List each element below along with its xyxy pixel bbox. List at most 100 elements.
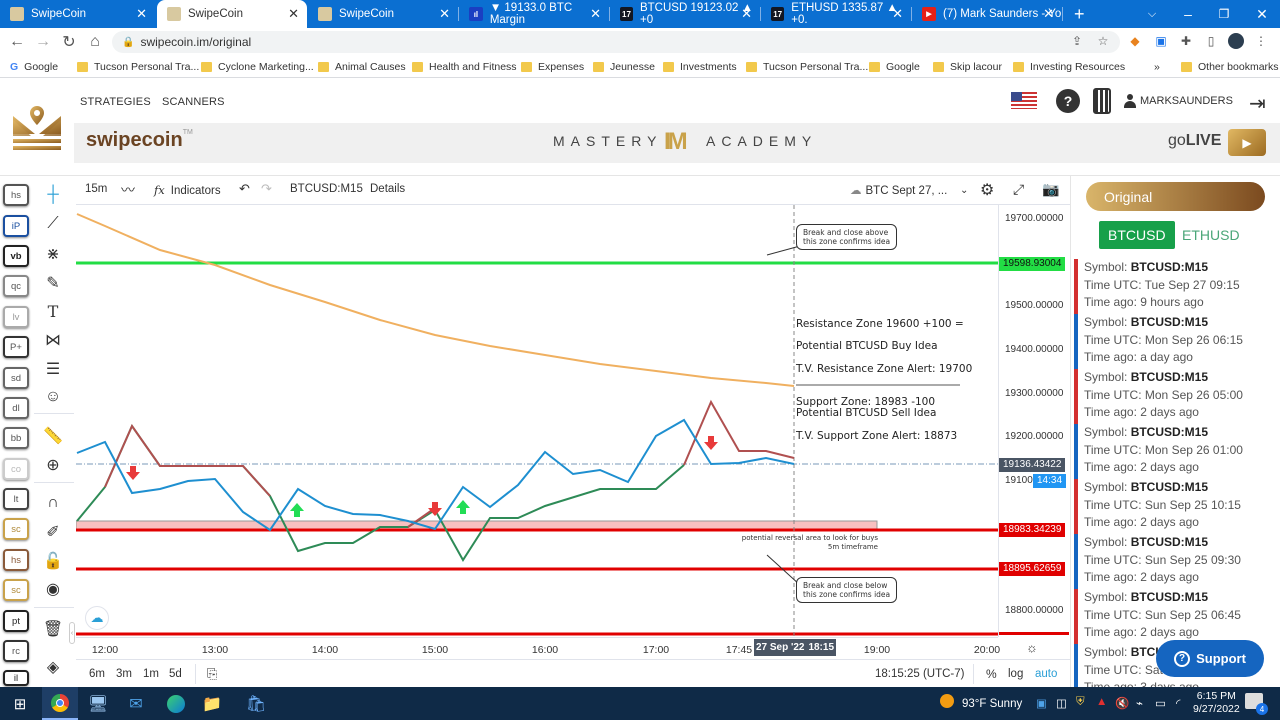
close-window-button[interactable]: ✕ [1256, 5, 1268, 22]
price-axis[interactable]: 19700.00000 19598.93004 19500.00000 1940… [998, 205, 1070, 637]
chrome-taskbar-icon[interactable] [42, 687, 78, 720]
store-icon[interactable]: 🛍 [245, 695, 267, 713]
settings-gear-icon[interactable]: ⚙ [980, 182, 995, 199]
callout-break-above[interactable]: Break and close above this zone confirms… [796, 224, 898, 250]
brush-tool-icon[interactable]: ✎ [46, 275, 60, 292]
mail-icon[interactable]: ✉ [129, 695, 143, 713]
pair-tab-btcusd[interactable]: BTCUSD [1099, 221, 1175, 249]
network-icon[interactable]: ⌁ [1136, 698, 1143, 710]
price-chart-canvas[interactable] [76, 205, 998, 637]
side-panel-icon[interactable]: ▯ [1207, 34, 1215, 48]
range-5d[interactable]: 5d [169, 668, 182, 680]
strategy-hs[interactable]: hs [3, 184, 29, 206]
camera-screenshot-icon[interactable]: 📷 [1042, 181, 1060, 197]
close-tab-icon[interactable]: ✕ [439, 6, 450, 21]
note-buy-idea[interactable]: Potential BTCUSD Buy Idea [796, 340, 938, 352]
forward-icon[interactable]: → [35, 33, 51, 50]
tray-app-icon[interactable]: ▣ [1036, 698, 1047, 710]
signal-item[interactable]: Symbol: BTCU Time UTC: Sat Time ago: 3 d… [1074, 644, 1280, 687]
prediction-tool-icon[interactable]: ☰ [45, 361, 61, 378]
home-icon[interactable]: ⌂ [90, 33, 100, 50]
layers-icon[interactable]: ◈ [46, 659, 60, 676]
browser-tab-2-active[interactable]: SwipeCoin ✕ [157, 0, 307, 28]
strategy-ip[interactable]: iP [3, 215, 29, 237]
signal-item[interactable]: Symbol: BTCUSD:M15 Time UTC: Sun Sep 25 … [1074, 479, 1280, 534]
other-bookmarks[interactable]: Other bookmarks [1181, 58, 1279, 76]
help-icon[interactable]: ? [1056, 89, 1080, 113]
signal-item[interactable]: Symbol: BTCUSD:M15 Time UTC: Sun Sep 25 … [1074, 589, 1280, 644]
strategy-p-plus[interactable]: P+ [3, 336, 29, 358]
close-tab-icon[interactable]: ✕ [288, 6, 299, 21]
address-bar[interactable]: 🔒 swipecoin.im/original [112, 31, 1120, 53]
extension-icon[interactable]: ▣ [1155, 34, 1167, 48]
percent-scale-toggle[interactable]: % [986, 667, 997, 681]
strategy-sd[interactable]: sd [3, 367, 29, 389]
pattern-tool-icon[interactable]: ⋈ [45, 332, 61, 349]
acrobat-tray-icon[interactable]: ▲ [1096, 696, 1108, 708]
battery-icon[interactable]: ▭ [1155, 698, 1166, 710]
support-button[interactable]: ? Support [1156, 640, 1264, 677]
strategy-lt[interactable]: lt [3, 488, 29, 510]
close-tab-icon[interactable]: ✕ [1043, 6, 1054, 21]
collapse-toolbar-handle[interactable]: ‹ [69, 622, 75, 644]
browser-tab-3[interactable]: SwipeCoin ✕ [308, 0, 459, 28]
bookmark-folder[interactable]: Tucson Personal Tra... [746, 58, 868, 76]
weather-widget[interactable]: 93°F Sunny [962, 698, 1023, 710]
signal-item[interactable]: Symbol: BTCUSD:M15 Time UTC: Mon Sep 26 … [1074, 314, 1280, 369]
lock-drawing-icon[interactable]: ✐ [46, 524, 60, 541]
browser-menu-icon[interactable]: ⋮ [1255, 34, 1267, 48]
edge-browser-icon[interactable] [158, 687, 194, 720]
strategy-title-pill[interactable]: Original [1086, 182, 1265, 211]
swipecoin-logo[interactable] [0, 82, 74, 174]
redo-icon[interactable]: ↷ [261, 181, 272, 196]
bookmark-folder[interactable]: Expenses [521, 58, 584, 76]
note-support-zone[interactable]: Support Zone: 18983 -100 [796, 396, 936, 408]
bookmark-google[interactable]: G Google [10, 61, 59, 73]
strategy-dl[interactable]: dl [3, 397, 29, 419]
us-flag-language-icon[interactable] [1011, 92, 1037, 109]
restore-button[interactable]: ❐ [1218, 7, 1230, 21]
bookmarks-overflow-button[interactable]: » [1154, 61, 1160, 73]
signal-item[interactable]: Symbol: BTCUSD:M15 Time UTC: Mon Sep 26 … [1074, 424, 1280, 479]
strategy-sc-2[interactable]: sc [3, 579, 29, 601]
meet-tray-icon[interactable]: ◫ [1056, 698, 1067, 710]
nav-scanners[interactable]: SCANNERS [162, 96, 225, 108]
crosshair-tool-icon[interactable]: ┼ [47, 186, 59, 203]
strategy-bb[interactable]: bb [3, 427, 29, 449]
ruler-tool-icon[interactable]: 📏 [43, 428, 63, 445]
nav-strategies[interactable]: STRATEGIES [80, 96, 151, 108]
axis-settings-gear-icon[interactable]: ☼ [1026, 640, 1038, 655]
signal-item[interactable]: Symbol: BTCUSD:M15 Time UTC: Tue Sep 27 … [1074, 259, 1280, 314]
calculator-icon[interactable] [1093, 88, 1111, 114]
chevron-down-icon[interactable]: ⌄ [960, 185, 969, 196]
hide-drawings-eye-icon[interactable]: ◉ [46, 581, 60, 598]
share-icon[interactable]: ⇪ [1071, 34, 1083, 48]
callout-break-below[interactable]: Break and close below this zone confirms… [796, 577, 898, 603]
tradingview-watermark-icon[interactable]: ☁ [85, 606, 109, 630]
chart-type-icon[interactable]: 〰 [121, 182, 135, 198]
bookmark-folder[interactable]: Cyclone Marketing... [201, 58, 314, 76]
wifi-icon[interactable]: ◜ [1176, 698, 1181, 710]
close-tab-icon[interactable]: ✕ [741, 6, 752, 21]
metamask-extension-icon[interactable]: ◆ [1130, 34, 1140, 48]
undo-icon[interactable]: ↶ [239, 181, 250, 196]
interval-selector[interactable]: 15m [85, 183, 108, 195]
browser-tab-6[interactable]: 17 ETHUSD 1335.87 ▲ +0. ✕ [761, 0, 912, 28]
strategy-hs-2[interactable]: hs [3, 549, 29, 571]
signal-item[interactable]: Symbol: BTCUSD:M15 Time UTC: Mon Sep 26 … [1074, 369, 1280, 424]
goto-date-icon[interactable]: ⎘ [207, 666, 218, 681]
emoji-tool-icon[interactable]: ☺ [44, 388, 62, 405]
browser-tab-5[interactable]: 17 BTCUSD 19123.02 ▲ +0 ✕ [610, 0, 761, 28]
extensions-puzzle-icon[interactable]: ✚ [1180, 34, 1192, 48]
close-tab-icon[interactable]: ✕ [136, 6, 147, 21]
layout-selector[interactable]: ☁ BTC Sept 27, ... [850, 185, 948, 197]
reversal-area-note[interactable]: potential reversal area to look for buys… [741, 534, 878, 551]
remote-desktop-icon[interactable]: 🖥 [87, 695, 109, 713]
strategy-rc[interactable]: rc [3, 640, 29, 662]
log-scale-toggle[interactable]: log [1008, 668, 1024, 680]
signal-item[interactable]: Symbol: BTCUSD:M15 Time UTC: Sun Sep 25 … [1074, 534, 1280, 589]
pair-tab-ethusd[interactable]: ETHUSD [1182, 227, 1240, 243]
zoom-in-icon[interactable]: ⊕ [46, 457, 60, 474]
bookmark-folder[interactable]: Investing Resources [1013, 58, 1125, 76]
strategy-lv[interactable]: lv [3, 306, 29, 328]
